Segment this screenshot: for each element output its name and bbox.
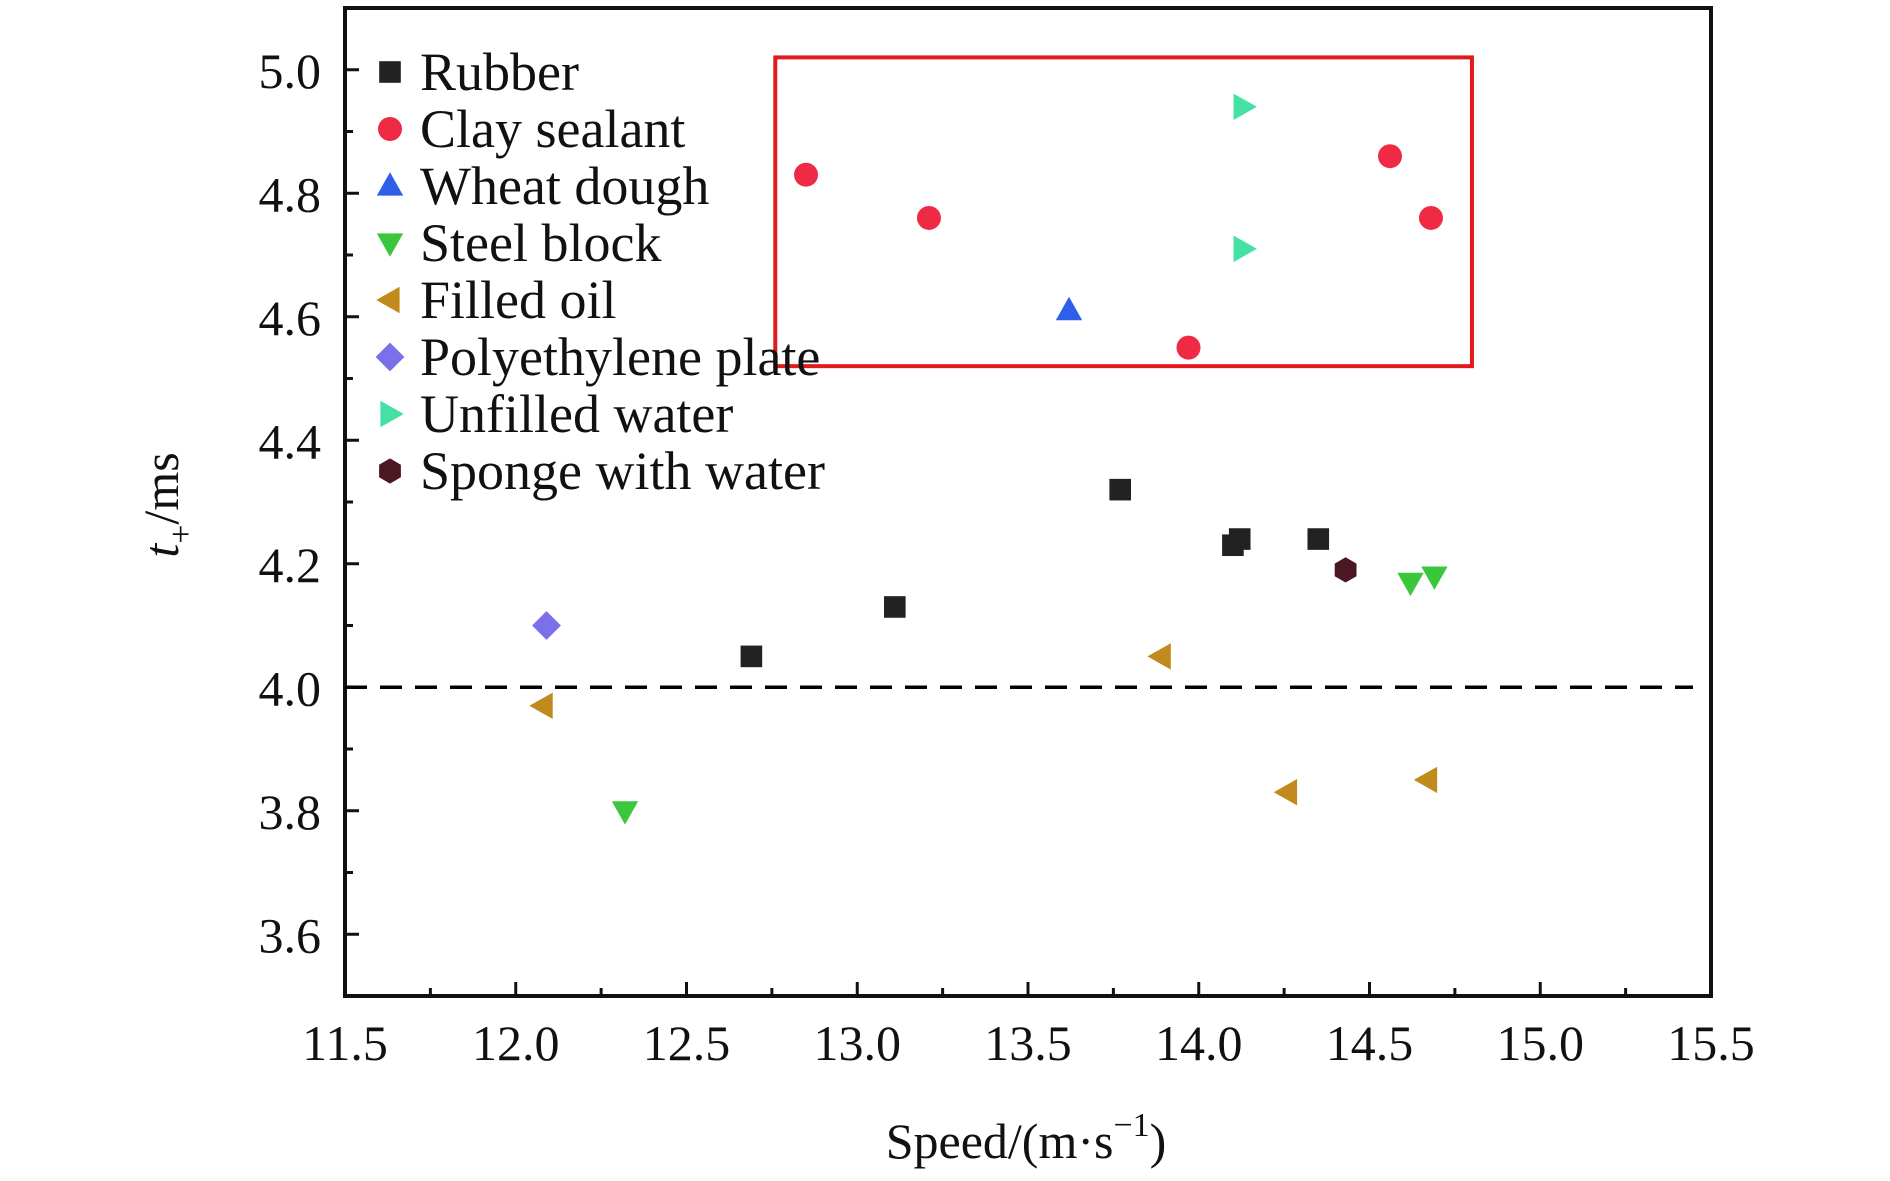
x-tick-label: 12.0 <box>472 1015 560 1071</box>
data-point <box>1147 643 1171 670</box>
legend-label: Polyethylene plate <box>420 327 820 387</box>
data-point <box>1055 296 1083 321</box>
data-point <box>529 692 553 719</box>
legend-marker <box>379 61 401 83</box>
y-tick-label: 4.4 <box>259 413 322 469</box>
plot-area: 11.5 12.0 12.5 13.0 13.5 14.0 14.5 15.0 15.5 3.6 3… <box>259 6 1755 1071</box>
legend-entry: Steel block <box>376 213 661 273</box>
data-point <box>1334 557 1357 583</box>
legend-marker <box>376 233 404 257</box>
legend-entry: Rubber <box>379 42 579 102</box>
x-tick-label: 11.5 <box>302 1015 388 1071</box>
data-point <box>1421 566 1448 590</box>
y-tick-label: 4.0 <box>259 660 322 716</box>
x-tick-label: 15.5 <box>1667 1015 1755 1071</box>
legend-label: Filled oil <box>420 270 617 330</box>
data-point <box>1418 205 1443 230</box>
data-point <box>1307 528 1330 550</box>
y-axis-title: t+/ms <box>133 452 200 557</box>
axis-titles: Speed/(m·s−1) t+/ms <box>133 452 1166 1169</box>
x-tick-label: 14.0 <box>1155 1015 1243 1071</box>
data-point <box>884 596 906 618</box>
legend-entry: Polyethylene plate <box>375 327 820 387</box>
legend-entry: Unfilled water <box>380 384 733 444</box>
x-tick-label: 14.5 <box>1326 1015 1414 1071</box>
y-tick-label: 3.8 <box>259 784 322 840</box>
x-tick-label: 12.5 <box>643 1015 731 1071</box>
y-tick-label: 4.6 <box>259 290 322 346</box>
legend-entry: Clay sealant <box>378 99 685 159</box>
legend-marker <box>375 342 405 372</box>
legend-marker <box>379 458 401 484</box>
legend-label: Wheat dough <box>420 156 709 216</box>
data-point <box>1233 235 1257 262</box>
x-tick-label: 13.5 <box>984 1015 1072 1071</box>
legend-label: Clay sealant <box>420 99 685 159</box>
data-point <box>1273 779 1298 806</box>
legend-marker <box>380 400 404 428</box>
data-point <box>1377 144 1402 169</box>
y-tick-label: 4.8 <box>259 166 322 222</box>
legend-marker <box>378 117 402 141</box>
legend-label: Sponge with water <box>420 441 825 501</box>
data-point <box>794 162 819 187</box>
legend-marker <box>376 172 404 196</box>
data-point <box>740 645 763 668</box>
x-axis-title: Speed/(m·s−1) <box>886 1107 1167 1169</box>
legend-label: Rubber <box>420 42 579 102</box>
y-tick-label: 3.6 <box>259 907 322 963</box>
data-point <box>1176 335 1201 360</box>
legend-entry: Sponge with water <box>379 441 825 501</box>
data-point <box>1233 93 1257 120</box>
legend-label: Steel block <box>420 213 661 273</box>
y-tick-label: 4.2 <box>259 537 322 593</box>
data-point <box>532 611 561 640</box>
legend-label: Unfilled water <box>420 384 733 444</box>
x-tick-label: 15.0 <box>1497 1015 1585 1071</box>
highlight-box <box>773 55 1474 369</box>
x-tick-label: 13.0 <box>814 1015 902 1071</box>
data-point <box>916 205 941 230</box>
data-point <box>1228 528 1251 550</box>
data-point <box>1109 478 1132 501</box>
data-point <box>611 801 639 825</box>
y-tick-label: 5.0 <box>259 43 322 99</box>
legend-entry: Filled oil <box>376 270 617 330</box>
data-point <box>1397 572 1424 597</box>
data-point <box>1413 766 1438 794</box>
legend-entry: Wheat dough <box>376 156 709 216</box>
legend-marker <box>376 286 400 314</box>
